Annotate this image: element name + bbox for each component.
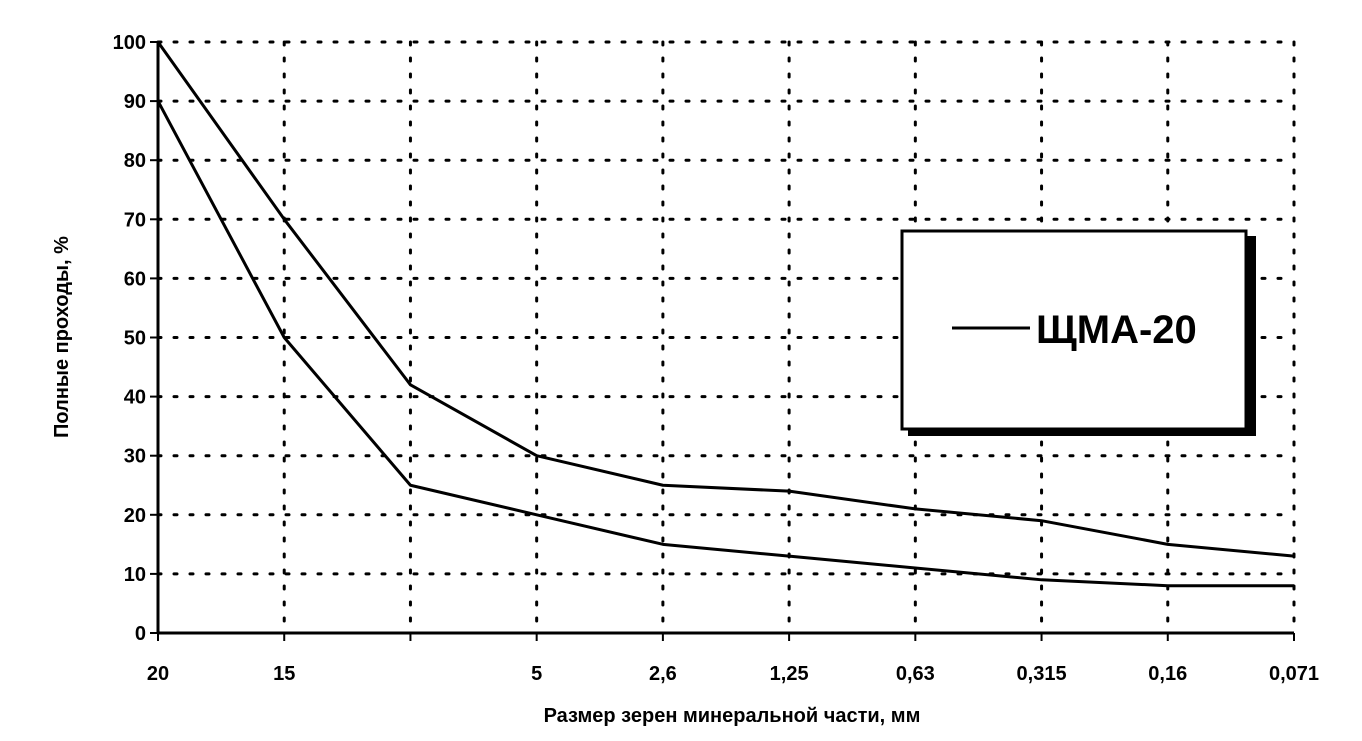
y-tick-label: 100 [113, 32, 146, 54]
y-tick-label: 0 [135, 623, 146, 645]
legend-label: ЩМА-20 [1036, 308, 1197, 352]
y-tick-label: 80 [124, 150, 146, 172]
x-tick-label: 0,16 [1148, 663, 1187, 685]
y-tick-label: 40 [124, 387, 146, 409]
series-group [156, 41, 1295, 588]
x-tick-label: 0,315 [1017, 663, 1067, 685]
x-tick-label: 20 [147, 663, 169, 685]
y-tick-label: 30 [124, 446, 146, 468]
x-tick-label: 2,6 [649, 663, 677, 685]
series-line-2 [156, 100, 1294, 588]
x-tick-label: 5 [531, 663, 542, 685]
x-tick-labels: 20 15 5 2,6 1,25 0,63 0,315 0,16 0,071 [147, 663, 1319, 685]
x-tick-label: 0,63 [896, 663, 935, 685]
y-tick-label: 90 [124, 91, 146, 113]
y-tick-label: 20 [124, 505, 146, 527]
x-tick-label: 15 [273, 663, 295, 685]
y-tick-labels: 0 10 20 30 40 50 60 70 80 90 100 [113, 32, 146, 645]
x-axis-title: Размер зерен минеральной части, мм [544, 705, 921, 727]
y-tick-label: 70 [124, 209, 146, 231]
y-tick-label: 50 [124, 328, 146, 350]
axes [150, 41, 1295, 641]
legend-box [900, 229, 1248, 431]
x-tick-label: 1,25 [770, 663, 809, 685]
series-line-1 [156, 41, 1295, 558]
x-tick-label: 0,071 [1269, 663, 1319, 685]
y-tick-label: 60 [124, 268, 146, 290]
y-tick-label: 10 [124, 564, 146, 586]
y-axis-title: Полные проходы, % [51, 236, 73, 438]
legend: ЩМА-20 [900, 229, 1256, 436]
